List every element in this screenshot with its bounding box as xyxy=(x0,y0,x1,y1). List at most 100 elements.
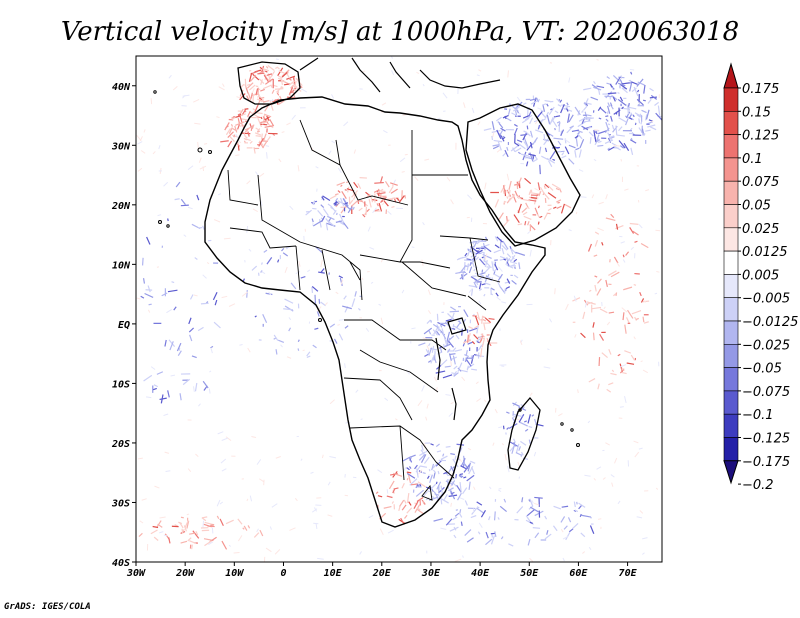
velocity-speck xyxy=(177,350,182,357)
velocity-speck xyxy=(491,121,495,131)
velocity-speck xyxy=(179,522,184,529)
velocity-speck xyxy=(631,87,637,93)
velocity-speck xyxy=(200,302,209,305)
velocity-speck xyxy=(601,242,604,246)
colorbar-label: 0.025 xyxy=(742,222,779,237)
x-tick-label: 10W xyxy=(225,568,244,579)
velocity-speck xyxy=(442,92,448,99)
velocity-speck xyxy=(228,127,233,134)
velocity-speck xyxy=(574,334,577,338)
velocity-speck xyxy=(387,210,392,215)
velocity-speck xyxy=(578,502,586,508)
velocity-speck xyxy=(320,215,326,223)
velocity-speck xyxy=(512,402,520,408)
velocity-speck xyxy=(310,471,314,474)
velocity-speck xyxy=(239,344,243,346)
velocity-speck xyxy=(153,384,159,388)
velocity-speck xyxy=(585,98,589,104)
velocity-speck xyxy=(636,89,640,93)
velocity-speck xyxy=(467,249,471,257)
velocity-speck xyxy=(480,348,483,358)
colorbar-label: 0.125 xyxy=(742,129,779,144)
velocity-speck xyxy=(237,145,240,151)
velocity-speck xyxy=(280,77,284,86)
velocity-speck xyxy=(583,120,591,123)
velocity-speck xyxy=(401,483,405,489)
velocity-speck xyxy=(528,499,531,502)
velocity-speck xyxy=(435,370,446,374)
velocity-speck xyxy=(478,245,483,251)
velocity-speck xyxy=(339,213,345,223)
velocity-speck xyxy=(246,83,251,86)
velocity-speck xyxy=(621,87,628,94)
velocity-speck xyxy=(496,129,502,140)
velocity-speck xyxy=(335,193,339,196)
velocity-speck xyxy=(406,507,413,514)
velocity-speck xyxy=(549,318,553,323)
velocity-speck xyxy=(357,183,362,189)
velocity-speck xyxy=(386,495,393,499)
velocity-speck xyxy=(450,306,457,311)
velocity-speck xyxy=(227,131,234,138)
velocity-speck xyxy=(615,292,618,296)
velocity-speck xyxy=(576,132,583,140)
velocity-speck xyxy=(506,146,509,151)
velocity-speck xyxy=(471,107,475,114)
velocity-speck xyxy=(377,495,383,498)
velocity-speck xyxy=(571,129,580,133)
velocity-speck xyxy=(440,485,444,495)
velocity-speck xyxy=(144,292,154,298)
velocity-speck xyxy=(312,303,317,307)
velocity-speck xyxy=(406,473,416,479)
velocity-speck xyxy=(316,306,322,312)
velocity-speck xyxy=(443,337,448,346)
velocity-speck xyxy=(634,316,638,321)
velocity-speck xyxy=(327,203,332,207)
velocity-speck xyxy=(470,276,478,282)
velocity-speck xyxy=(475,381,479,385)
velocity-speck xyxy=(629,139,637,144)
velocity-speck xyxy=(588,378,596,383)
velocity-speck xyxy=(654,292,658,295)
velocity-speck xyxy=(522,102,527,105)
velocity-speck xyxy=(447,348,451,353)
velocity-speck xyxy=(418,469,423,475)
velocity-speck xyxy=(474,315,480,326)
velocity-speck xyxy=(306,355,311,358)
velocity-speck xyxy=(483,323,486,331)
velocity-speck xyxy=(605,115,609,117)
velocity-speck xyxy=(267,136,271,141)
velocity-speck xyxy=(556,121,561,124)
velocity-speck xyxy=(342,221,349,230)
velocity-speck xyxy=(281,69,290,77)
velocity-speck xyxy=(533,195,538,205)
velocity-speck xyxy=(492,145,499,150)
velocity-speck xyxy=(640,121,643,125)
velocity-speck xyxy=(401,171,405,173)
velocity-speck xyxy=(475,253,477,257)
velocity-speck xyxy=(506,278,511,284)
velocity-speck xyxy=(568,114,574,123)
velocity-speck xyxy=(244,126,254,131)
velocity-speck xyxy=(462,102,466,109)
velocity-speck xyxy=(143,129,146,133)
velocity-speck xyxy=(372,207,377,214)
velocity-speck xyxy=(496,149,501,153)
velocity-speck xyxy=(433,376,437,382)
velocity-speck xyxy=(207,525,215,528)
velocity-speck xyxy=(596,288,602,296)
velocity-speck xyxy=(426,319,431,325)
velocity-speck xyxy=(522,211,528,216)
velocity-speck xyxy=(484,260,488,268)
velocity-speck xyxy=(647,98,652,104)
velocity-speck xyxy=(152,387,157,391)
velocity-speck xyxy=(548,106,555,116)
velocity-speck xyxy=(416,71,420,74)
velocity-speck xyxy=(543,213,548,220)
velocity-speck xyxy=(337,324,340,326)
velocity-speck xyxy=(277,77,286,83)
velocity-speck xyxy=(262,68,270,72)
velocity-speck xyxy=(266,73,273,76)
velocity-speck xyxy=(464,259,474,262)
velocity-speck xyxy=(232,128,238,132)
